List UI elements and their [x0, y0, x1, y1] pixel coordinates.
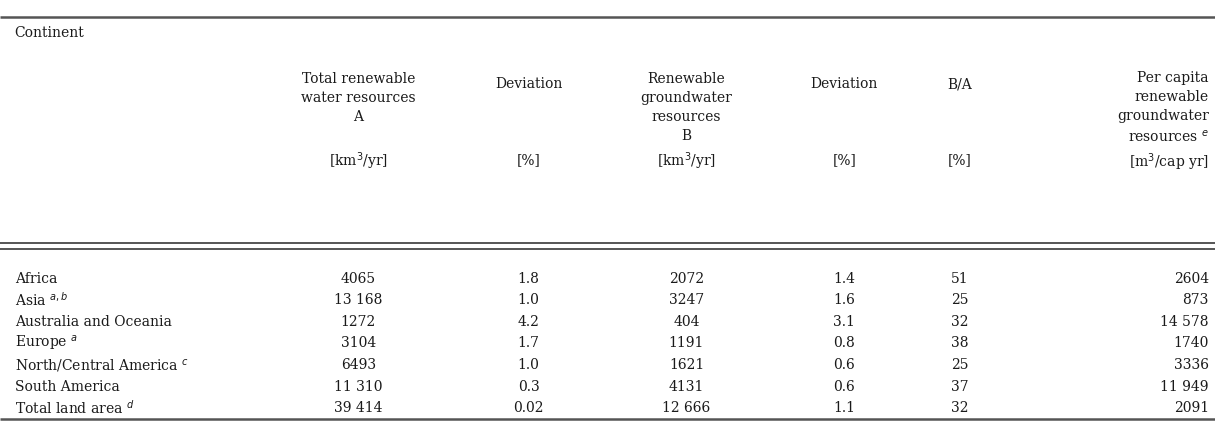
- Text: Australia and Oceania: Australia and Oceania: [15, 315, 171, 329]
- Text: 51: 51: [951, 272, 968, 286]
- Text: 1.0: 1.0: [518, 358, 539, 372]
- Text: 11 949: 11 949: [1160, 380, 1209, 394]
- Text: Africa: Africa: [15, 272, 57, 286]
- Text: 2091: 2091: [1174, 401, 1209, 415]
- Text: North/Central America $^c$: North/Central America $^c$: [15, 356, 188, 374]
- Text: 873: 873: [1182, 293, 1209, 307]
- Text: 3336: 3336: [1174, 358, 1209, 372]
- Text: 3104: 3104: [340, 337, 377, 350]
- Text: B/A



[%]: B/A [%]: [948, 77, 972, 167]
- Text: 0.6: 0.6: [833, 380, 855, 394]
- Text: 3247: 3247: [668, 293, 705, 307]
- Text: 32: 32: [951, 315, 968, 329]
- Text: 0.8: 0.8: [833, 337, 855, 350]
- Text: 4065: 4065: [341, 272, 375, 286]
- Text: 39 414: 39 414: [334, 401, 383, 415]
- Text: Europe $^a$: Europe $^a$: [15, 334, 78, 353]
- Text: 25: 25: [951, 358, 968, 372]
- Text: 38: 38: [951, 337, 968, 350]
- Text: 0.6: 0.6: [833, 358, 855, 372]
- Text: 4.2: 4.2: [518, 315, 539, 329]
- Text: 404: 404: [673, 315, 700, 329]
- Text: 1740: 1740: [1174, 337, 1209, 350]
- Text: 1.6: 1.6: [833, 293, 855, 307]
- Text: 0.3: 0.3: [518, 380, 539, 394]
- Text: Deviation



[%]: Deviation [%]: [495, 77, 563, 167]
- Text: 14 578: 14 578: [1160, 315, 1209, 329]
- Text: Total renewable
water resources
A

[km$^3$/yr]: Total renewable water resources A [km$^3…: [301, 72, 416, 172]
- Text: 1621: 1621: [668, 358, 705, 372]
- Text: Total land area $^d$: Total land area $^d$: [15, 399, 134, 417]
- Text: 25: 25: [951, 293, 968, 307]
- Text: 1191: 1191: [668, 337, 705, 350]
- Text: Deviation



[%]: Deviation [%]: [810, 77, 878, 167]
- Text: 1.4: 1.4: [833, 272, 855, 286]
- Text: 37: 37: [951, 380, 968, 394]
- Text: 12 666: 12 666: [662, 401, 711, 415]
- Text: Per capita
renewable
groundwater
resources $^e$
[m$^3$/cap yr]: Per capita renewable groundwater resourc…: [1117, 71, 1209, 173]
- Text: 4131: 4131: [668, 380, 705, 394]
- Text: 32: 32: [951, 401, 968, 415]
- Text: 6493: 6493: [341, 358, 375, 372]
- Text: 11 310: 11 310: [334, 380, 383, 394]
- Text: 1.1: 1.1: [833, 401, 855, 415]
- Text: 1.8: 1.8: [518, 272, 539, 286]
- Text: Continent: Continent: [15, 26, 84, 40]
- Text: Asia $^{a,b}$: Asia $^{a,b}$: [15, 291, 68, 309]
- Text: 1.0: 1.0: [518, 293, 539, 307]
- Text: 0.02: 0.02: [513, 401, 544, 415]
- Text: 13 168: 13 168: [334, 293, 383, 307]
- Text: Renewable
groundwater
resources
B
[km$^3$/yr]: Renewable groundwater resources B [km$^3…: [640, 72, 733, 172]
- Text: South America: South America: [15, 380, 119, 394]
- Text: 2072: 2072: [669, 272, 703, 286]
- Text: 1272: 1272: [340, 315, 377, 329]
- Text: 2604: 2604: [1174, 272, 1209, 286]
- Text: 3.1: 3.1: [833, 315, 855, 329]
- Text: 1.7: 1.7: [518, 337, 539, 350]
